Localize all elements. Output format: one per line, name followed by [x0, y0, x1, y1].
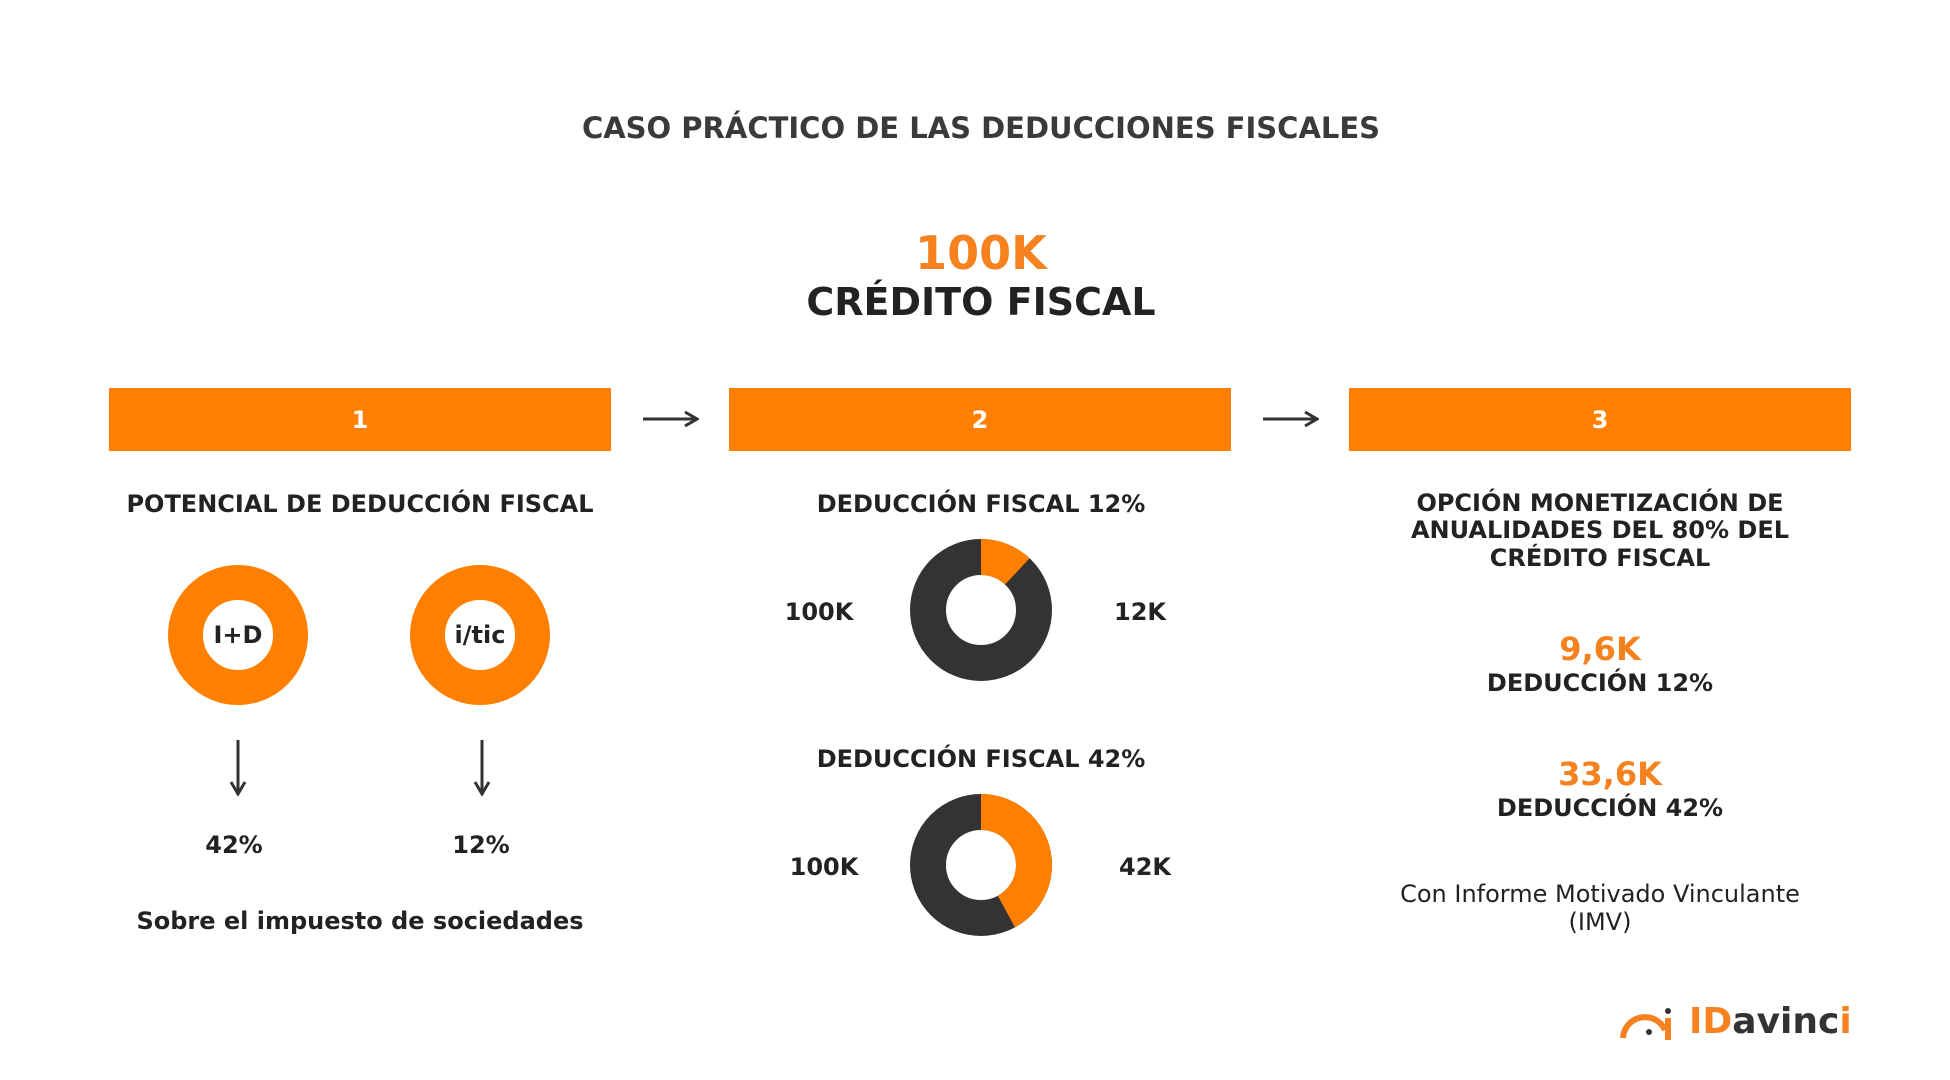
- idavinci-logo: IDavinci: [1619, 1004, 1852, 1040]
- credit-label: CRÉDITO FISCAL: [806, 280, 1156, 324]
- logo-mark-icon: [1620, 1008, 1671, 1040]
- donut-chart-12: [910, 539, 1052, 681]
- donut-deduction-slice: [910, 539, 1052, 681]
- chart-2-heading: DEDUCCIÓN FISCAL 42%: [816, 745, 1146, 773]
- chart-1-total: 100K: [784, 598, 854, 626]
- itic-percent: 12%: [452, 831, 510, 859]
- step-1-bar: 1: [109, 388, 611, 451]
- chart-1-deduction: 12K: [1114, 598, 1166, 626]
- chart-2-deduction: 42K: [1119, 853, 1171, 881]
- credit-value: 100K: [915, 226, 1047, 280]
- donut-chart-42: [910, 794, 1052, 936]
- chart-1-heading: DEDUCCIÓN FISCAL 12%: [816, 490, 1146, 518]
- id-ring: I+D: [168, 565, 308, 705]
- itic-ring: i/tic: [410, 565, 550, 705]
- value-12: 9,6K: [1559, 630, 1641, 668]
- step-3-heading-line: CRÉDITO FISCAL: [1489, 544, 1711, 572]
- id-percent: 42%: [205, 831, 263, 859]
- chart-2-total: 100K: [789, 853, 859, 881]
- step-number: 1: [351, 405, 369, 434]
- value-42-label: DEDUCCIÓN 42%: [1496, 794, 1724, 822]
- step-3-heading-line: OPCIÓN MONETIZACIÓN DE: [1416, 489, 1784, 517]
- value-42: 33,6K: [1558, 755, 1662, 793]
- arrow-down-icon: [229, 740, 247, 796]
- page-title: CASO PRÁCTICO DE LAS DEDUCCIONES FISCALE…: [581, 111, 1381, 145]
- note-line: (IMV): [1568, 908, 1632, 936]
- arrow-down-icon: [473, 740, 491, 796]
- step-2-bar: 2: [729, 388, 1231, 451]
- ring-label: i/tic: [454, 621, 506, 649]
- arrow-right-icon: [1263, 410, 1319, 428]
- step-number: 3: [1591, 405, 1609, 434]
- step-1-footer: Sobre el impuesto de sociedades: [136, 907, 584, 935]
- step-number: 2: [971, 405, 989, 434]
- arrow-right-icon: [643, 410, 699, 428]
- note-line: Con Informe Motivado Vinculante: [1400, 880, 1800, 908]
- value-12-label: DEDUCCIÓN 12%: [1486, 669, 1714, 697]
- step-3-bar: 3: [1349, 388, 1851, 451]
- donut-deduction-slice: [910, 794, 1052, 936]
- ring-label: I+D: [213, 621, 263, 649]
- step-3-heading-line: ANUALIDADES DEL 80% DEL: [1410, 516, 1790, 544]
- step-1-heading: POTENCIAL DE DEDUCCIÓN FISCAL: [126, 490, 594, 518]
